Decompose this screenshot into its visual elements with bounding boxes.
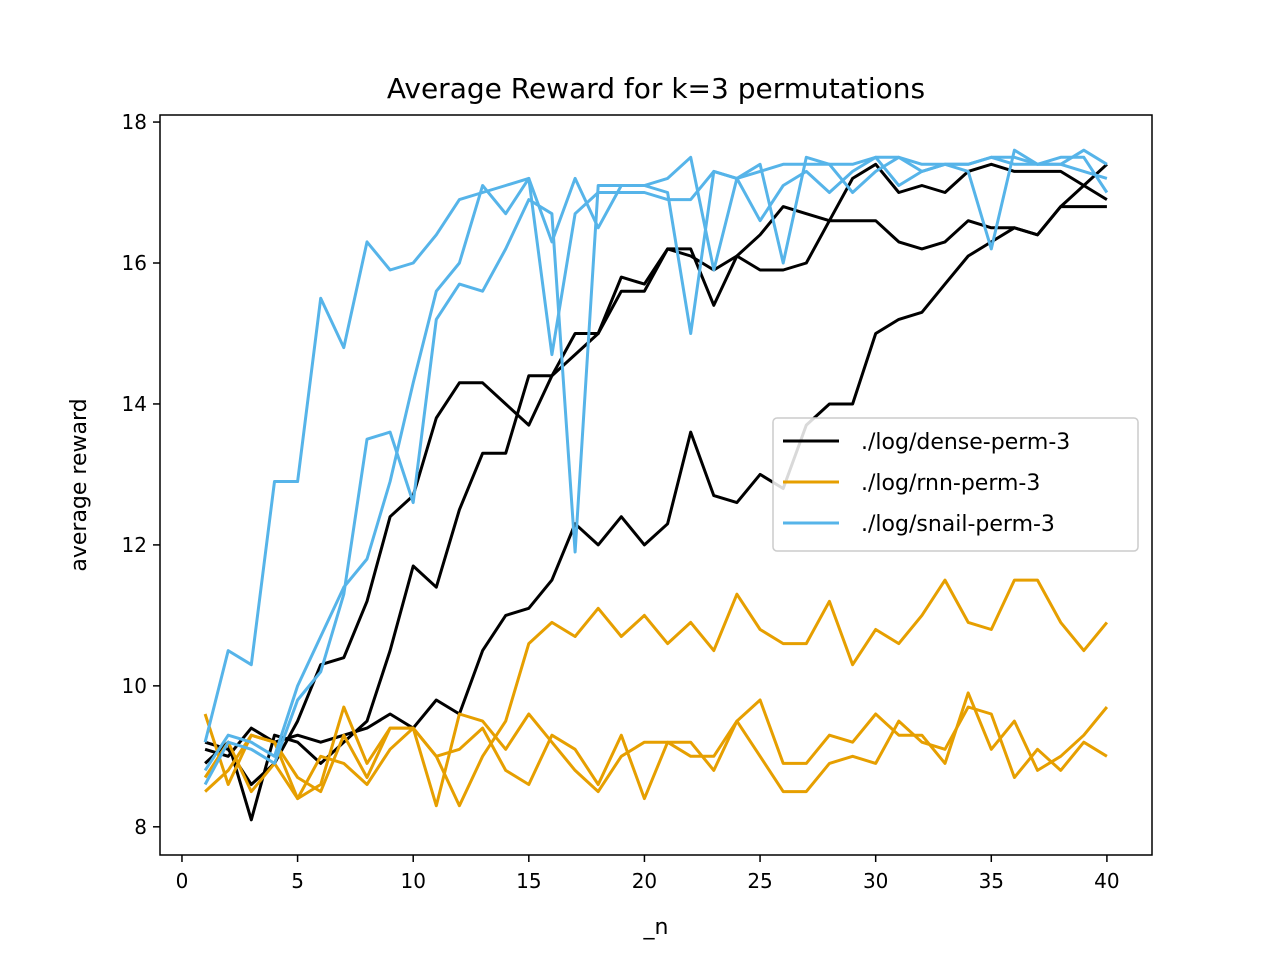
plot-frame (159, 114, 1153, 856)
chart-title: Average Reward for k=3 permutations (387, 72, 925, 105)
x-tick-label: 40 (1094, 869, 1119, 893)
y-tick-label: 18 (122, 110, 147, 134)
x-tick-label: 15 (516, 869, 541, 893)
y-tick-label: 10 (122, 674, 147, 698)
series-line-log-dense-perm-3-1 (204, 205, 1107, 786)
x-axis-label: _n (643, 915, 669, 940)
y-tick-label: 16 (122, 251, 147, 275)
legend: ./log/dense-perm-3 ./log/rnn-perm-3 ./log/… (772, 417, 1139, 552)
x-axis: 0 5 10 15 20 25 30 35 40 (176, 855, 1120, 893)
x-tick-label: 25 (747, 869, 772, 893)
series-layer (203, 148, 1109, 822)
legend-label: ./log/rnn-perm-3 (861, 471, 1040, 496)
series-line-log-rnn-perm-3-5 (204, 705, 1108, 808)
legend-label: ./log/dense-perm-3 (861, 430, 1070, 455)
y-tick-label: 12 (122, 533, 147, 557)
series-line-log-rnn-perm-3-6 (203, 578, 1109, 808)
x-tick-label: 20 (632, 869, 657, 893)
legend-box (772, 417, 1139, 552)
x-tick-label: 5 (291, 869, 304, 893)
y-axis-label: average reward (67, 398, 92, 571)
legend-label: ./log/snail-perm-3 (861, 512, 1055, 537)
x-tick-label: 35 (979, 869, 1004, 893)
y-tick-label: 8 (134, 815, 147, 839)
x-tick-label: 10 (400, 869, 425, 893)
x-tick-label: 30 (863, 869, 888, 893)
y-axis: 8 10 12 14 16 18 (122, 110, 160, 839)
x-tick-label: 0 (176, 869, 189, 893)
series-line-log-snail-perm-3-7 (203, 148, 1108, 743)
y-tick-label: 14 (122, 392, 147, 416)
series-line-log-snail-perm-3-9 (203, 155, 1109, 772)
